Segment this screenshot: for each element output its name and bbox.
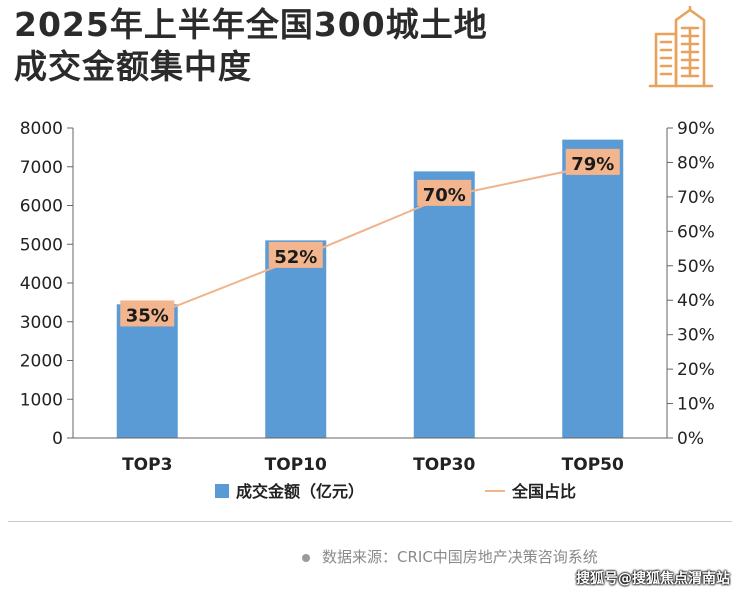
line-layer [146,164,593,319]
y-left-tick-label: 7000 [20,158,63,178]
y-right-tick-label: 0% [677,429,704,449]
data-label-bg [565,148,620,175]
source-text: 数据来源：CRIC中国房地产决策咨询系统 [322,548,598,566]
bar-top3 [116,304,178,438]
legend-label-line: 全国占比 [511,482,576,501]
divider [8,521,732,522]
data-label-bg [417,179,472,206]
bars-layer [116,139,624,438]
bar-top10 [265,240,327,438]
y-right-tick-label: 90% [677,119,715,139]
bar-top30 [413,171,475,438]
data-label-bg [268,241,323,268]
y-left-tick-label: 3000 [20,313,63,333]
bar-top50 [562,139,624,438]
labels-layer: 35% 52% 70% 79% [120,148,620,327]
y-left-tick-label: 8000 [20,119,63,139]
y-left-tick-label: 1000 [20,390,63,410]
x-tick-label: TOP3 [122,455,172,475]
y-right-tick-label: 60% [677,222,715,242]
data-label: 79% [571,154,614,175]
legend-label-bar: 成交金额（亿元） [236,482,364,501]
x-tick-label: TOP30 [413,455,475,475]
y-left-tick-label: 4000 [20,274,63,294]
data-label-bg [120,300,175,327]
y-right-tick-label: 10% [677,395,715,415]
y-right-tick-label: 40% [677,291,715,311]
y-left-tick-label: 6000 [20,197,63,217]
y-left-tick-label: 2000 [20,352,63,372]
x-tick-label: TOP10 [265,455,327,475]
source-note: 数据来源：CRIC中国房地产决策咨询系统 [302,546,598,567]
x-tick-label: TOP50 [562,455,624,475]
y-right-tick-label: 80% [677,153,715,173]
legend: 成交金额（亿元） 全国占比 [215,482,576,501]
buildings-icon [648,6,714,88]
chart-title: 2025年上半年全国300城土地 成交金额集中度 [14,4,488,88]
share-line [146,164,593,319]
legend-swatch-bar [215,484,229,498]
data-label: 70% [423,185,466,206]
chart-title-line1: 2025年上半年全国300城土地 [14,5,488,44]
bullet-icon [302,553,310,562]
data-label: 35% [126,305,169,326]
y-right-tick-label: 20% [677,360,715,380]
y-left-tick-label: 0 [52,429,63,449]
data-label: 52% [274,247,317,268]
y-left-tick-label: 5000 [20,235,63,255]
chart-title-line2: 成交金额集中度 [14,47,252,86]
chart-area: 0 1000 2000 3000 4000 5000 6000 7000 8000 0% 10% 20… [20,119,715,501]
axes-layer: 0 1000 2000 3000 4000 5000 6000 7000 8000 0% 10% 20… [20,119,715,475]
watermark: 搜狐号@搜狐焦点渭南站 [576,571,730,587]
y-right-tick-label: 50% [677,257,715,277]
y-right-tick-label: 70% [677,188,715,208]
y-right-tick-label: 30% [677,326,715,346]
